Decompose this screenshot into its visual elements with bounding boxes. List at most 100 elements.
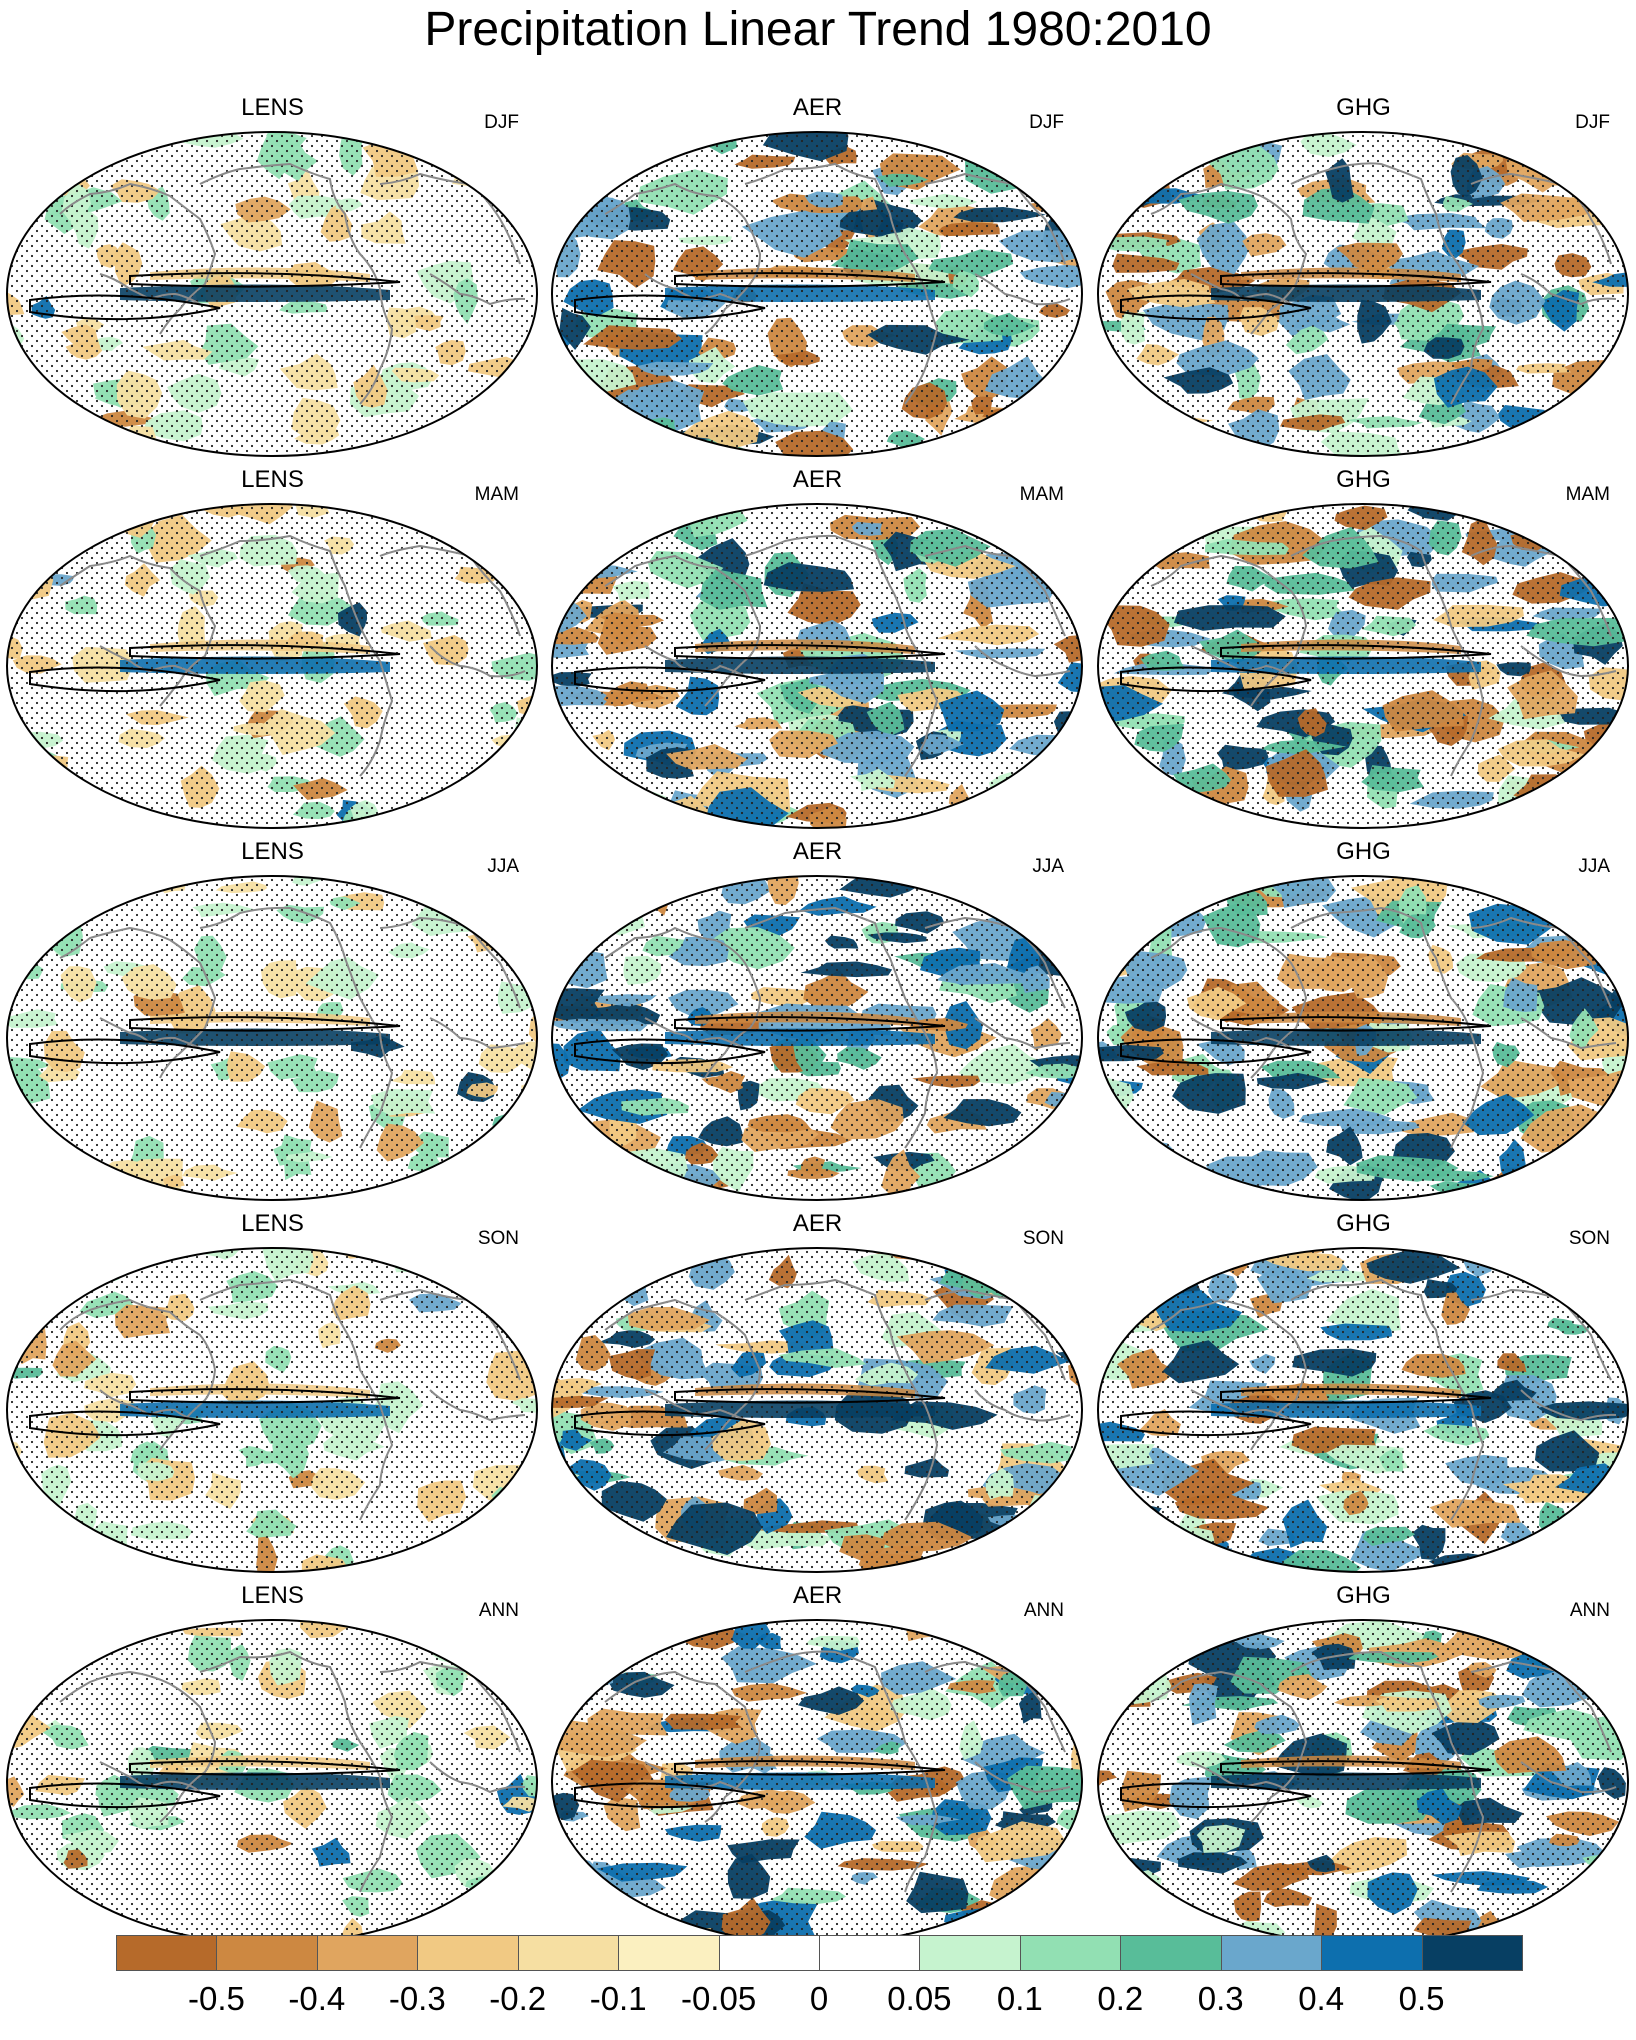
panel-season-label: MAM <box>474 484 519 505</box>
panel-title: AER <box>792 838 843 865</box>
map-border <box>6 875 538 1201</box>
map-panel-aer-mam: AER MAM <box>545 466 1090 838</box>
coastline <box>974 273 1071 306</box>
map-border <box>551 1247 1083 1573</box>
climatology-contour <box>1220 1388 1492 1404</box>
coastline <box>99 1761 201 1793</box>
colorbar-tick-label: 0.4 <box>1298 1980 1345 2017</box>
panel-title: LENS <box>241 838 304 865</box>
colorbar-tick-label: -0.05 <box>680 1980 757 2017</box>
map-border <box>6 131 538 457</box>
climatology-contour <box>1220 272 1492 288</box>
coastline <box>1520 645 1617 678</box>
colorbar-tick-label: -0.4 <box>288 1980 346 2017</box>
panel-season-label: DJF <box>1029 112 1064 133</box>
colorbar-tick-label: 0.05 <box>887 1980 952 2017</box>
colorbar-swatch <box>1421 1935 1523 1971</box>
climatology-contour <box>129 272 401 288</box>
climatology-contour <box>574 294 766 321</box>
climatology-contour <box>129 644 401 660</box>
coastline <box>1190 1761 1292 1793</box>
climatology-contour <box>129 1016 401 1032</box>
coastline <box>59 554 217 707</box>
coastline <box>59 1670 217 1823</box>
map-field <box>1098 1248 1628 1572</box>
colorbar-swatch <box>1220 1935 1323 1971</box>
coastline <box>1150 1298 1308 1451</box>
panel-season-label: SON <box>477 1228 519 1249</box>
robinson-map <box>1097 1247 1629 1573</box>
robinson-map <box>551 875 1083 1201</box>
panel-season-label: DJF <box>484 112 519 133</box>
coastline <box>644 1017 746 1049</box>
climatology-contour <box>574 1410 766 1437</box>
figure-title: Precipitation Linear Trend 1980:2010 <box>424 3 1212 56</box>
colorbar-swatch <box>1019 1935 1122 1971</box>
coastline <box>604 926 762 1079</box>
coastline <box>1520 1389 1617 1422</box>
robinson-map <box>551 1247 1083 1573</box>
climatology-contour <box>674 644 946 660</box>
robinson-map <box>6 1247 538 1573</box>
coastline <box>1290 534 1485 777</box>
coastline <box>644 645 746 677</box>
coastline <box>974 645 1071 678</box>
coastline <box>429 1761 526 1794</box>
climatology-contour <box>574 1038 766 1065</box>
robinson-map <box>6 131 538 457</box>
climatology-contour <box>1120 1038 1312 1065</box>
colorbar-tick-label: -0.5 <box>187 1980 245 2017</box>
panel-title: GHG <box>1336 466 1391 493</box>
map-border <box>6 1247 538 1573</box>
panel-season-label: SON <box>1568 1228 1610 1249</box>
colorbar-tick-label: -0.3 <box>388 1980 446 2017</box>
climatology-contour <box>1120 1410 1312 1437</box>
map-panel-ghg-djf: GHG DJF <box>1091 94 1636 466</box>
map-field <box>7 1248 537 1572</box>
coastline <box>744 534 939 777</box>
coastline <box>1520 1761 1617 1794</box>
colorbar-swatch <box>417 1935 519 1971</box>
climatology-contour <box>29 666 221 693</box>
colorbar-swatch <box>517 1935 620 1971</box>
panel-title: GHG <box>1336 94 1391 121</box>
coastline <box>1190 1389 1292 1421</box>
map-field <box>552 504 1082 828</box>
colorbar-tick-label: -0.2 <box>489 1980 547 2017</box>
panel-season-label: MAM <box>1565 484 1610 505</box>
panel-season-label: ANN <box>1023 1600 1064 1621</box>
robinson-map <box>6 503 538 829</box>
colorbar-tick-label: 0.5 <box>1398 1980 1445 2017</box>
coastline <box>1290 906 1485 1149</box>
climatology-contour <box>29 1410 221 1437</box>
coastline <box>974 1761 1071 1794</box>
panel-season-label: SON <box>1022 1228 1064 1249</box>
coastline <box>644 273 746 305</box>
coastline <box>199 162 394 405</box>
climatology-contour <box>1120 1782 1312 1809</box>
climatology-contour <box>674 272 946 288</box>
colorbar-swatch <box>718 1935 820 1971</box>
map-field <box>552 132 1082 456</box>
climatology-contour <box>1120 666 1312 693</box>
climatology-contour <box>574 1782 766 1809</box>
map-field <box>7 876 537 1200</box>
robinson-map <box>6 875 538 1201</box>
coastline <box>429 273 526 306</box>
climatology-contour <box>1120 294 1312 321</box>
map-panel-aer-jja: AER JJA <box>545 838 1090 1210</box>
climatology-contour <box>29 1038 221 1065</box>
coastline <box>199 1650 394 1893</box>
coastline <box>99 273 201 305</box>
map-border <box>1097 131 1629 457</box>
map-border <box>551 503 1083 829</box>
robinson-map <box>551 503 1083 829</box>
climatology-contour <box>1220 644 1492 660</box>
panel-season-label: JJA <box>1032 856 1064 877</box>
map-field <box>7 132 537 456</box>
map-border <box>1097 503 1629 829</box>
coastline <box>744 1278 939 1521</box>
climatology-contour <box>674 1760 946 1776</box>
map-panel-aer-djf: AER DJF <box>545 94 1090 466</box>
climatology-contour <box>29 294 221 321</box>
